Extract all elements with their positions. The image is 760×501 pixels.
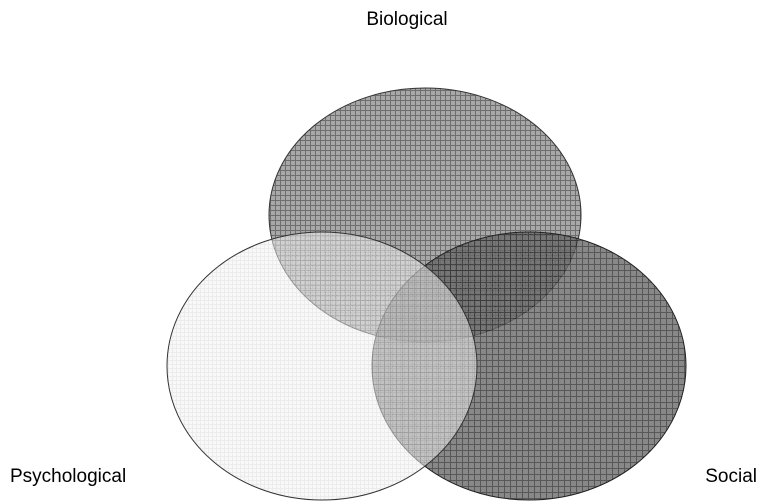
label-biological: Biological: [366, 9, 447, 30]
label-social: Social: [705, 466, 757, 487]
psychological-circle: [166, 231, 478, 501]
label-psychological: Psychological: [10, 466, 126, 487]
